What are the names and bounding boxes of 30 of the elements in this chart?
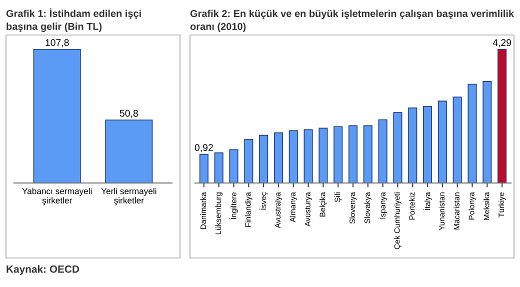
- bar: [393, 112, 402, 183]
- data-label: 4,29: [492, 39, 512, 48]
- bar: [304, 129, 313, 183]
- bar: [334, 126, 343, 183]
- data-label: 107,8: [46, 39, 69, 48]
- chart-title: Grafik 2: En küçük ve en büyük işletmelerin çalışan başına verimlilik oranı (2010): [190, 10, 514, 32]
- bar: [408, 108, 418, 183]
- bar: [288, 130, 298, 183]
- x-tick-label: Yerli sermayeli şirketler: [101, 188, 156, 206]
- data-label: 50,8: [120, 110, 138, 118]
- chart-title: Grafik 1: İstihdam edilen işçi başına gelir (Bin TL): [6, 8, 141, 32]
- bar: [274, 132, 283, 183]
- bar: [378, 119, 388, 183]
- bar: [363, 125, 372, 183]
- bar: [452, 96, 462, 183]
- bar: [482, 81, 492, 183]
- bar: [318, 128, 328, 183]
- data-label: 0,92: [194, 144, 213, 152]
- text: Kaynak: OECD: [6, 265, 80, 275]
- bar: [199, 154, 208, 183]
- bar: [229, 149, 238, 183]
- bar: [244, 138, 254, 183]
- x-tick-label: Yabancı sermayeli şirketler: [22, 188, 92, 206]
- bar: [348, 125, 358, 183]
- bar: [259, 134, 268, 183]
- bar: [438, 100, 447, 183]
- bar: [214, 152, 224, 183]
- bar: [423, 106, 432, 183]
- bar: [498, 48, 507, 183]
- bar: [468, 84, 477, 183]
